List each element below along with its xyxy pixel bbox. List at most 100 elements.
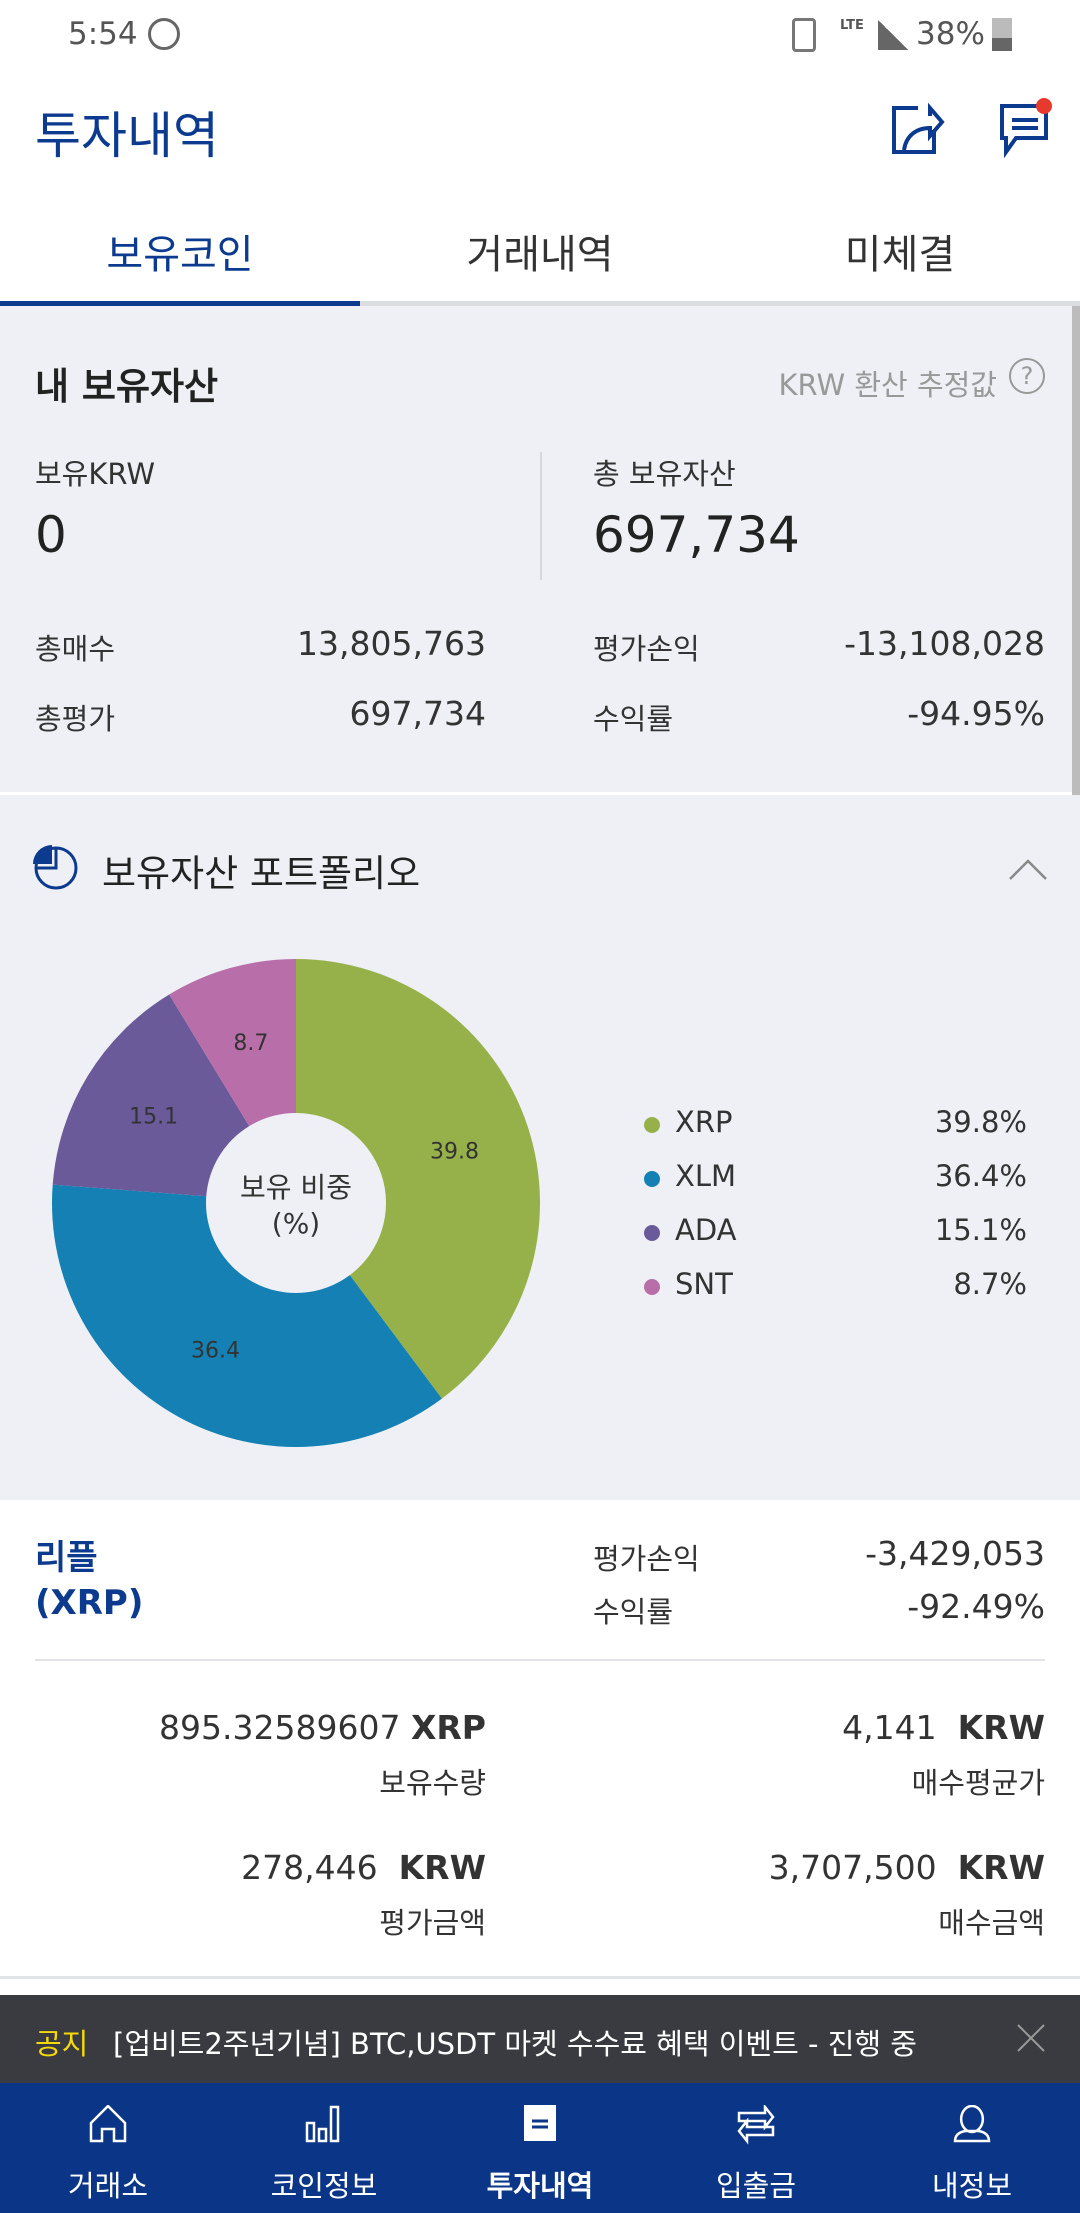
notice-text[interactable]: [업비트2주년기념] BTC,USDT 마켓 수수료 혜택 이벤트 - 진행 중: [113, 2027, 917, 2061]
tab-pending[interactable]: 미체결: [844, 232, 956, 278]
nav-investments[interactable]: 투자내역: [432, 2083, 648, 2213]
total-buy-label: 총매수: [35, 632, 116, 666]
activity-icon: [148, 18, 180, 50]
holding-amount: 895.32589607 XRP: [159, 1708, 486, 1747]
buy-amount: 3,707,500 KRW: [769, 1848, 1045, 1887]
user-icon: [953, 2105, 991, 2143]
pl-label: 평가손익: [593, 632, 700, 666]
pie-label-ada: 15.1: [129, 1105, 178, 1130]
document-icon: [524, 2105, 556, 2141]
close-icon[interactable]: [1016, 2023, 1046, 2053]
tab-divider: [0, 301, 1080, 306]
total-eval-label: 총평가: [35, 702, 116, 736]
legend-name: ADA: [675, 1213, 737, 1247]
legend-value: 15.1%: [934, 1213, 1027, 1247]
help-icon[interactable]: ?: [1009, 358, 1045, 394]
battery-percent: 38%: [916, 16, 985, 52]
pie-slice-xlm: [51, 1184, 442, 1447]
legend-value: 8.7%: [953, 1267, 1027, 1301]
share-icon[interactable]: [888, 100, 946, 156]
nav-deposit-withdraw[interactable]: 입출금: [648, 2083, 864, 2213]
legend-dot: [644, 1279, 660, 1295]
notice-bar[interactable]: 공지 [업비트2주년기념] BTC,USDT 마켓 수수료 혜택 이벤트 - 진…: [0, 1995, 1080, 2083]
page-title: 투자내역: [35, 107, 219, 165]
avg-buy-price-label: 매수평균가: [911, 1766, 1045, 1800]
coin-name: 리플: [35, 1538, 98, 1578]
divider: [0, 1976, 1080, 1979]
coin-symbol: (XRP): [35, 1583, 144, 1623]
notice-tag: 공지: [35, 2027, 89, 2061]
legend-value: 36.4%: [934, 1159, 1027, 1193]
avg-buy-price-unit: KRW: [957, 1708, 1045, 1747]
total-value: 697,734: [593, 506, 800, 564]
eval-amount: 278,446 KRW: [241, 1848, 486, 1887]
pie-center-line2: (%): [271, 1207, 321, 1240]
status-bar: 5:54 LTE 38%: [0, 0, 1080, 100]
holding-amount-unit: XRP: [410, 1708, 486, 1747]
pie-center-line1: 보유 비중: [240, 1171, 352, 1204]
return-rate-label: 수익률: [593, 702, 674, 736]
krw-value: 0: [35, 506, 67, 564]
divider: [35, 1659, 1045, 1661]
legend-name: SNT: [675, 1267, 733, 1301]
coin-rr-value: -92.49%: [907, 1587, 1045, 1626]
bottom-nav: 거래소 코인정보 투자내역 입출금 내정보: [0, 2083, 1080, 2213]
legend-dot: [644, 1117, 660, 1133]
status-time: 5:54: [68, 16, 138, 52]
avg-buy-price-value: 4,141: [842, 1708, 937, 1747]
krw-estimate-note: KRW 환산 추정값: [778, 368, 997, 402]
nav-coin-info[interactable]: 코인정보: [216, 2083, 432, 2213]
tab-holdings[interactable]: 보유코인: [106, 232, 254, 278]
total-buy-value: 13,805,763: [297, 624, 486, 663]
vibrate-icon: [792, 18, 816, 52]
nav-label: 내정보: [931, 2169, 1013, 2203]
eval-amount-unit: KRW: [398, 1848, 486, 1887]
portfolio-title: 보유자산 포트폴리오: [102, 852, 421, 895]
chat-icon[interactable]: [998, 98, 1052, 160]
tab-indicator: [0, 301, 360, 306]
nav-exchange[interactable]: 거래소: [0, 2083, 216, 2213]
pie-slice-ada: [52, 994, 250, 1197]
bar-chart-icon: [305, 2105, 340, 2143]
nav-label: 거래소: [67, 2169, 149, 2203]
pie-chart-icon: [33, 845, 78, 890]
buy-amount-value: 3,707,500: [768, 1848, 937, 1887]
buy-amount-label: 매수금액: [938, 1906, 1045, 1940]
coin-rr-label: 수익률: [593, 1595, 674, 1629]
return-rate-value: -94.95%: [907, 694, 1045, 733]
pie-slice-snt: [169, 959, 296, 1127]
pie-label-xlm: 36.4: [191, 1338, 240, 1363]
legend-name: XRP: [675, 1105, 733, 1139]
pie-label-xrp: 39.8: [430, 1139, 479, 1164]
coin-card[interactable]: 리플 (XRP) 평가손익 -3,429,053 수익률 -92.49% 895…: [0, 1500, 1080, 1995]
nav-label: 입출금: [715, 2169, 797, 2203]
eval-amount-label: 평가금액: [379, 1906, 486, 1940]
portfolio-pie-chart: 39.8 36.4 15.1 8.7: [51, 959, 540, 1447]
battery-icon: [992, 18, 1012, 51]
tab-transactions[interactable]: 거래내역: [466, 232, 614, 278]
coin-pl-label: 평가손익: [593, 1542, 700, 1576]
notification-badge: [1036, 98, 1052, 114]
pie-slice-xrp: [296, 959, 540, 1399]
nav-my-info[interactable]: 내정보: [864, 2083, 1080, 2213]
chevron-up-icon[interactable]: [1008, 857, 1048, 881]
total-eval-value: 697,734: [349, 694, 486, 733]
scrollbar[interactable]: [1072, 306, 1080, 1166]
legend-name: XLM: [675, 1159, 737, 1193]
avg-buy-price: 4,141 KRW: [842, 1708, 1045, 1747]
coin-pl-value: -3,429,053: [865, 1534, 1045, 1573]
pie-label-snt: 8.7: [233, 1031, 268, 1056]
krw-label: 보유KRW: [35, 457, 156, 491]
buy-amount-unit: KRW: [957, 1848, 1045, 1887]
divider: [540, 452, 542, 580]
portfolio-section: 보유자산 포트폴리오 39.8 36.4 15.1 8.7 보유 비중 (%) XRP…: [0, 795, 1080, 1500]
pie-center-label: 보유 비중 (%): [196, 1170, 396, 1242]
nav-label: 코인정보: [270, 2169, 378, 2203]
signal-icon: [878, 20, 908, 50]
legend-value: 39.8%: [934, 1105, 1027, 1139]
eval-amount-value: 278,446: [241, 1848, 378, 1887]
assets-title: 내 보유자산: [35, 365, 219, 408]
transfer-icon: [737, 2105, 775, 2145]
holding-amount-value: 895.32589607: [159, 1708, 401, 1747]
assets-summary: 내 보유자산 KRW 환산 추정값 ? 보유KRW 0 총 보유자산 697,7…: [0, 306, 1080, 792]
